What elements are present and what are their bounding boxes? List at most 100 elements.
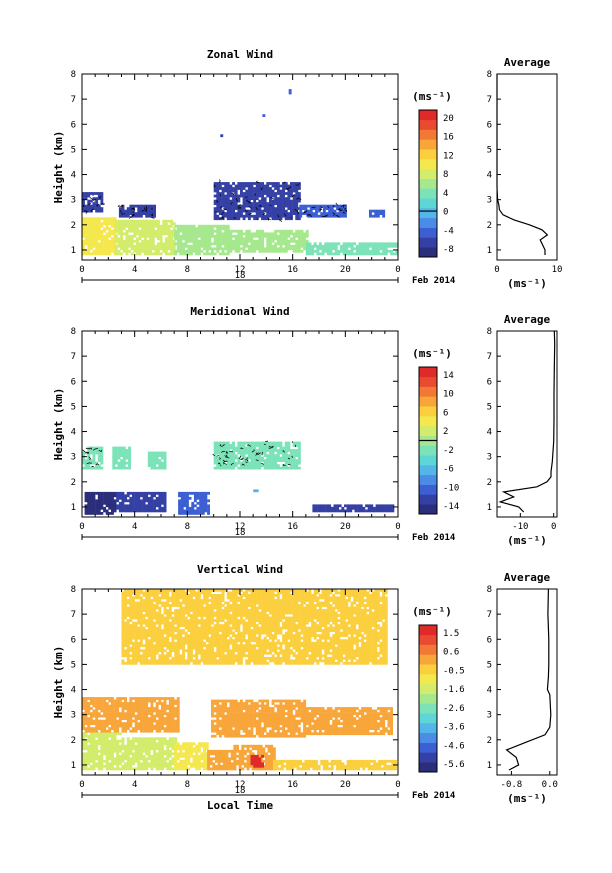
data-cell	[118, 732, 122, 736]
data-cell	[250, 704, 254, 708]
data-cell	[250, 717, 254, 720]
data-cell	[149, 227, 152, 231]
data-cell	[87, 227, 91, 231]
data-cell	[158, 729, 162, 733]
data-cell	[134, 747, 138, 751]
data-cell	[155, 712, 159, 715]
data-cell	[178, 509, 181, 513]
data-cell	[271, 459, 275, 462]
data-cell	[95, 707, 99, 710]
data-cell	[345, 242, 349, 246]
data-cell	[208, 242, 212, 246]
data-cell	[351, 504, 355, 508]
data-cell	[322, 209, 326, 213]
contour-line	[99, 196, 102, 199]
data-cell	[136, 227, 139, 231]
data-cell	[258, 764, 262, 768]
data-cell	[258, 732, 262, 736]
data-cell	[392, 252, 396, 256]
data-cell	[380, 759, 384, 763]
data-cell	[134, 707, 138, 710]
data-cell	[253, 757, 257, 761]
data-cell	[168, 719, 172, 723]
data-cell	[276, 192, 280, 195]
data-cell	[274, 192, 278, 195]
data-cell	[112, 459, 116, 462]
data-cell	[92, 232, 96, 236]
data-cell	[240, 734, 243, 738]
data-cell	[97, 229, 101, 233]
data-cell	[245, 719, 249, 723]
data-cell	[234, 204, 238, 208]
data-cell	[229, 451, 233, 455]
data-cell	[153, 719, 156, 723]
data-cell	[103, 227, 106, 231]
data-cell	[92, 222, 96, 226]
data-cell	[155, 501, 159, 505]
data-cell	[226, 732, 230, 736]
data-cell	[307, 214, 310, 218]
data-cell	[382, 209, 386, 213]
data-cell	[328, 209, 332, 213]
data-cell	[224, 729, 228, 733]
data-cell	[82, 456, 85, 460]
data-cell	[108, 504, 112, 508]
data-cell	[82, 451, 85, 455]
data-cell	[287, 207, 291, 210]
data-cell	[213, 207, 217, 210]
data-cell	[168, 699, 172, 703]
data-cell	[89, 491, 93, 495]
data-cell	[295, 192, 299, 195]
colorbar-tick-label: -2	[443, 446, 454, 456]
data-cell	[225, 752, 229, 756]
data-cell	[142, 719, 146, 723]
data-cell	[221, 714, 225, 718]
data-cell	[158, 724, 162, 728]
data-cell	[229, 192, 233, 195]
data-cell	[116, 732, 120, 736]
data-cell	[142, 727, 146, 730]
data-cell	[154, 234, 158, 238]
data-cell	[143, 247, 147, 251]
data-cell	[145, 727, 149, 730]
data-cell	[113, 709, 117, 713]
data-cell	[137, 212, 141, 215]
data-cell	[171, 747, 175, 751]
data-cell	[155, 459, 159, 462]
data-cell	[333, 209, 337, 213]
data-cell	[105, 737, 109, 741]
data-cell	[297, 727, 301, 730]
data-cell	[179, 247, 183, 251]
data-cell	[84, 217, 88, 221]
data-cell	[92, 454, 96, 457]
data-cell	[190, 244, 193, 248]
data-cell	[87, 237, 91, 241]
data-cell	[116, 702, 120, 705]
data-cell	[150, 212, 154, 215]
data-cell	[89, 739, 93, 743]
data-cell	[315, 504, 318, 508]
data-cell	[121, 204, 125, 208]
data-cell	[143, 227, 147, 231]
data-cell	[126, 506, 130, 510]
data-cell	[232, 229, 235, 233]
data-cell	[97, 192, 101, 195]
data-cell	[132, 729, 135, 733]
data-cell	[269, 461, 272, 465]
colorbar-swatch	[419, 247, 437, 258]
data-cell	[150, 762, 154, 766]
data-cell	[201, 496, 205, 500]
data-cell	[359, 506, 363, 510]
data-cell	[163, 729, 167, 733]
data-cell	[167, 247, 171, 251]
data-cell	[212, 749, 216, 753]
data-cell	[234, 729, 238, 733]
data-region	[305, 242, 399, 256]
data-cell	[163, 451, 167, 455]
data-cell	[218, 451, 222, 455]
data-cell	[145, 762, 149, 766]
data-cell	[276, 704, 280, 708]
data-cell	[153, 464, 156, 467]
data-cell	[105, 744, 109, 748]
data-cell	[121, 707, 125, 710]
